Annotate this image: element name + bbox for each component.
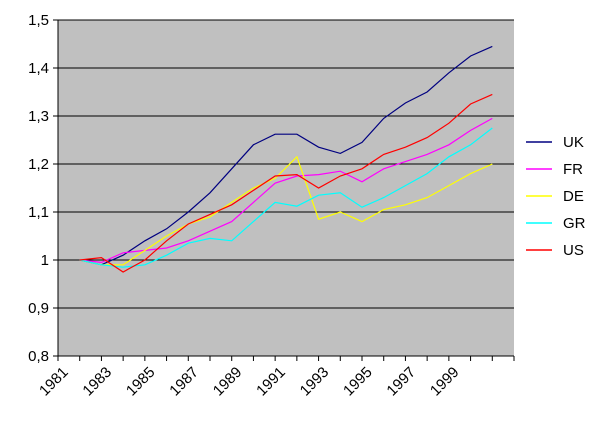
x-tick-label: 1987 [166,364,202,400]
y-tick-label: 0,8 [28,348,49,365]
series-line-us [79,93,493,273]
plot-area [58,20,514,356]
x-tick-labels: 1981 1983 1985 1987 1989 1991 1993 1995 1997 1999 [36,364,462,400]
y-tick-label: 0,9 [28,300,49,317]
legend-label-gr: GR [563,215,586,232]
x-tick-label: 1991 [253,364,289,400]
legend-label-fr: FR [563,161,583,178]
x-tick-label: 1981 [36,364,72,400]
series-line-fr [79,117,493,264]
y-tick-label: 1,4 [28,60,49,77]
x-tick-label: 1995 [340,364,376,400]
x-tick-label: 1993 [297,364,333,400]
x-tick-label: 1983 [79,364,115,400]
legend: UK FR DE GR US [526,134,586,259]
legend-label-de: DE [563,188,584,205]
y-tick-label: 1,1 [28,204,49,221]
y-tick-labels: 0,8 0,9 1 1,1 1,2 1,3 1,4 1,5 [28,12,49,365]
y-tick-label: 1,2 [28,156,49,173]
y-tick-label: 1 [41,252,49,269]
x-tick-label: 1999 [427,364,463,400]
legend-label-us: US [563,242,584,259]
series-line-uk [79,45,493,266]
y-tick-label: 1,3 [28,108,49,125]
axes [53,19,515,361]
series-line-de [79,155,493,266]
x-tick-label: 1989 [210,364,246,400]
series-lines [79,45,493,273]
x-tick-label: 1997 [383,364,419,400]
gridlines [58,19,514,309]
x-tick-label: 1985 [123,364,159,400]
y-tick-label: 1,5 [28,12,49,29]
legend-label-uk: UK [563,134,584,151]
series-line-gr [79,127,493,268]
